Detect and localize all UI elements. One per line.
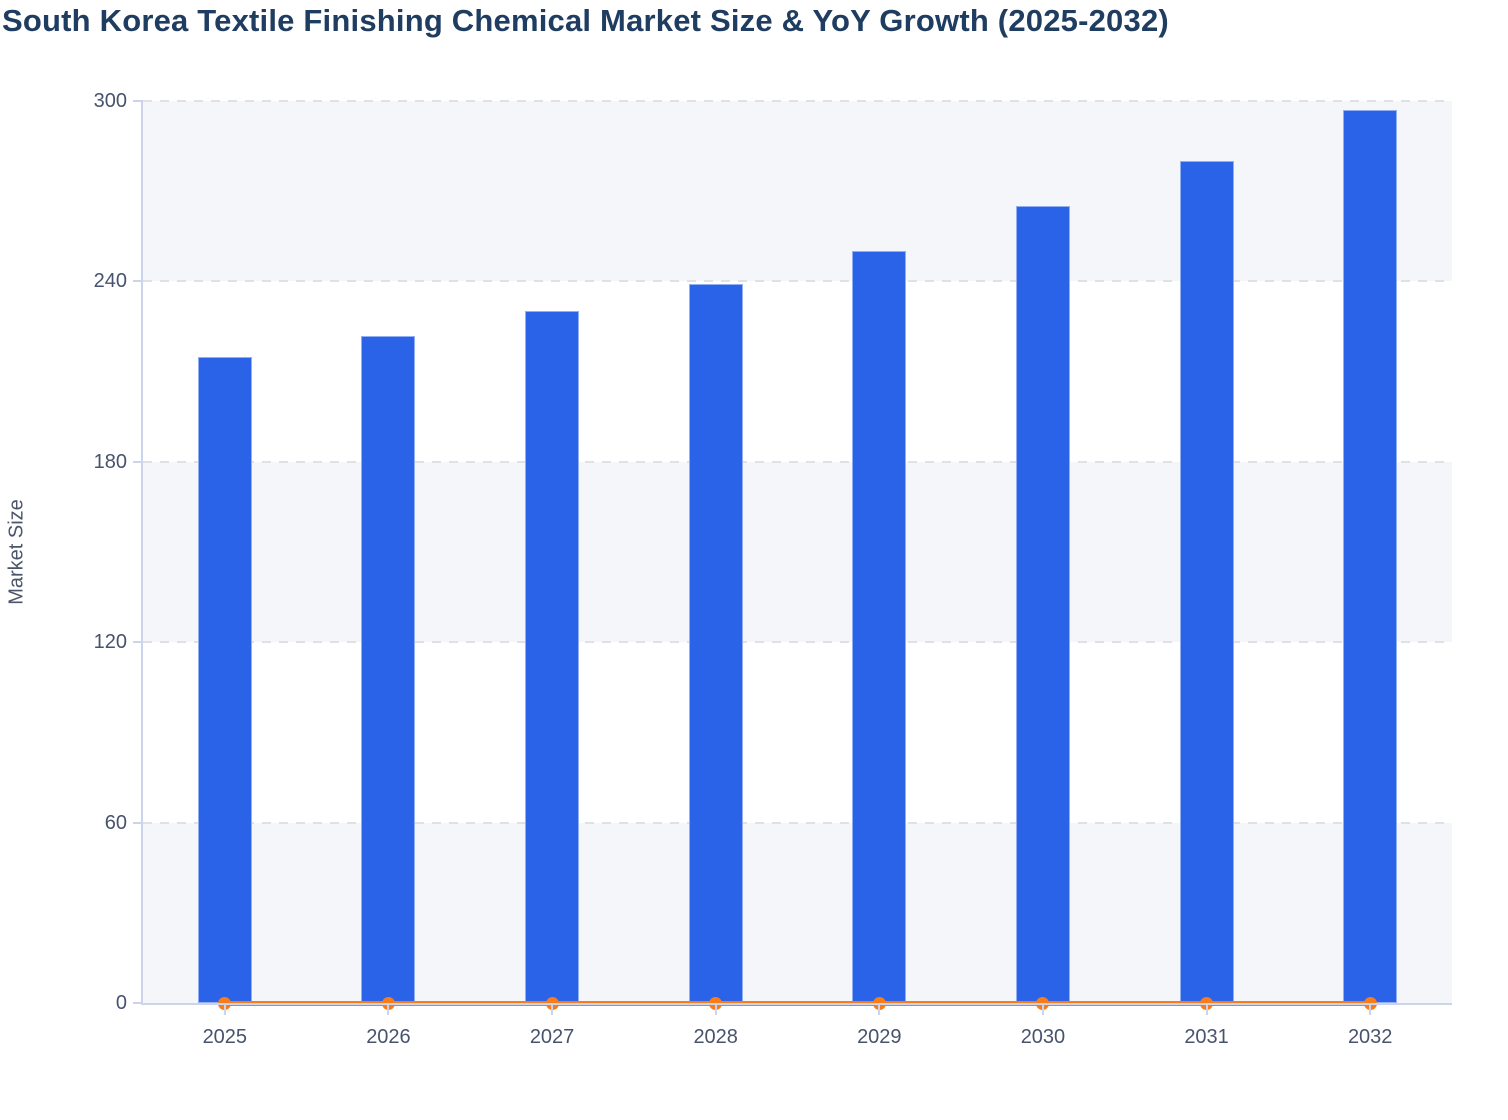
bar-2026[interactable]	[361, 335, 416, 1003]
y-axis-line	[141, 101, 143, 1003]
x-tick-label-2031: 2031	[1184, 1026, 1229, 1048]
gridline-60	[143, 821, 1452, 824]
y-tick-label-300: 300	[93, 90, 127, 112]
x-tick-label-2029: 2029	[857, 1026, 902, 1048]
x-tick-label-2030: 2030	[1020, 1026, 1066, 1048]
x-tick-label-2028: 2028	[693, 1026, 738, 1048]
x-tick-2028	[714, 1005, 717, 1015]
x-tick-2031	[1205, 1005, 1208, 1015]
bar-2028[interactable]	[688, 284, 743, 1003]
x-tick-2030	[1041, 1005, 1044, 1015]
bar-2032[interactable]	[1343, 110, 1398, 1003]
gridline-240	[143, 280, 1452, 283]
y-tick-label-60: 60	[104, 811, 127, 834]
gridline-300	[143, 100, 1452, 102]
plot-area	[133, 100, 1452, 1015]
y-axis-title: Market Size	[5, 499, 28, 605]
plot-band	[143, 101, 1452, 282]
bar-2025[interactable]	[197, 356, 252, 1003]
bar-2031[interactable]	[1179, 161, 1234, 1003]
x-tick-label-2025: 2025	[202, 1026, 248, 1048]
y-tick-300	[133, 100, 143, 102]
y-tick-0	[133, 1002, 143, 1004]
y-tick-label-120: 120	[93, 631, 127, 654]
y-tick-240	[133, 280, 143, 283]
bar-2030[interactable]	[1015, 206, 1070, 1003]
bar-2027[interactable]	[525, 311, 580, 1003]
x-tick-2029	[878, 1005, 881, 1015]
x-tick-label-2027: 2027	[529, 1026, 575, 1048]
plot-band	[143, 461, 1452, 643]
y-tick-label-0: 0	[115, 992, 127, 1014]
gridline-180	[143, 460, 1452, 463]
y-tick-label-240: 240	[93, 270, 127, 293]
x-tick-2026	[387, 1005, 390, 1015]
y-tick-120	[133, 641, 143, 644]
x-tick-2032	[1369, 1005, 1372, 1015]
x-tick-label-2032: 2032	[1347, 1026, 1393, 1048]
y-tick-label-180: 180	[93, 450, 127, 473]
y-tick-60	[133, 821, 143, 824]
x-tick-2027	[551, 1005, 554, 1015]
plot-band	[143, 822, 1452, 1003]
bar-2029[interactable]	[852, 251, 907, 1003]
gridline-120	[143, 641, 1452, 644]
x-tick-2025	[223, 1005, 226, 1015]
chart-title: South Korea Textile Finishing Chemical M…	[2, 3, 1169, 38]
x-tick-label-2026: 2026	[366, 1026, 411, 1048]
y-tick-180	[133, 460, 143, 463]
x-axis-line	[141, 1003, 1452, 1005]
